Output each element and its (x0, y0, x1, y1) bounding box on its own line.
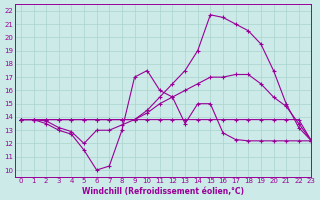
X-axis label: Windchill (Refroidissement éolien,°C): Windchill (Refroidissement éolien,°C) (82, 187, 244, 196)
